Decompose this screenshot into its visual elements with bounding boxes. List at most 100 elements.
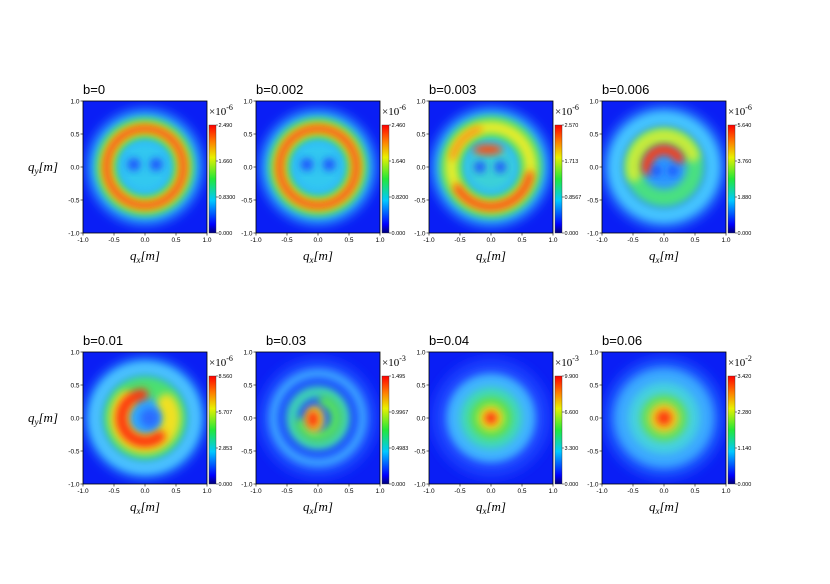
colorbar-tick-label: 1.140 (738, 446, 752, 452)
x-tick-label: -1.0 (77, 488, 89, 495)
y-tick-label: 0.5 (416, 131, 425, 138)
colorbar-tick-label: 0.000 (565, 482, 579, 488)
y-tick-label: 1.0 (243, 98, 252, 105)
x-tick-label: 0.0 (659, 488, 668, 495)
colorbar-tick-label: 2.570 (565, 123, 579, 129)
x-tick-label: -1.0 (596, 488, 608, 495)
x-tick-label: -1.0 (250, 488, 262, 495)
colorbar-tick-label: 2.460 (392, 123, 406, 129)
x-tick-label: 0.0 (140, 488, 149, 495)
panel-2: b=0.002 -1.0 -0.5 0.0 0.5 1.0 1.0 0.5 0.0 -0.5 -1.… (241, 82, 408, 265)
x-tick-label: -1.0 (77, 237, 89, 244)
colorbar-multiplier: ×10-6 (555, 103, 579, 118)
x-tick-label: 0.0 (659, 237, 668, 244)
x-axis-label: qx[m] (649, 499, 679, 516)
x-tick-label: -0.5 (454, 237, 466, 244)
colorbar-tick-label: 0.000 (392, 482, 406, 488)
x-tick-label: 1.0 (375, 237, 384, 244)
y-tick-label: 0.5 (243, 382, 252, 389)
y-tick-label: -0.5 (587, 448, 599, 455)
colorbar-tick-label: 3.760 (738, 159, 752, 165)
colorbar-tick-label: 0.8300 (219, 195, 236, 201)
y-tick-label: 1.0 (416, 98, 425, 105)
heatmap-image (604, 358, 724, 478)
y-tick-label: 1.0 (243, 349, 252, 356)
colorbar (555, 376, 562, 484)
colorbar-tick-label: 0.8567 (565, 195, 582, 201)
x-tick-label: -1.0 (250, 237, 262, 244)
colorbar-frame (727, 375, 736, 485)
x-tick-label: 0.0 (140, 237, 149, 244)
colorbar-tick-label: 6.600 (565, 410, 579, 416)
colorbar-tick-label: 1.660 (219, 159, 233, 165)
colorbar-tick-label: 8.560 (219, 374, 233, 380)
x-axis-label: qx[m] (476, 248, 506, 265)
colorbar-multiplier: ×10-6 (728, 103, 752, 118)
x-tick-label: -0.5 (108, 237, 120, 244)
x-tick-label: 0.5 (690, 488, 699, 495)
x-tick-label: 0.5 (517, 488, 526, 495)
panel-6: b=0.03 -1.0 -0.5 0.0 0.5 1.0 1.0 0.5 0.0 -0.5 -1.0… (241, 333, 408, 516)
y-tick-label: 0.0 (416, 164, 425, 171)
colorbar-tick-label: 1.713 (565, 159, 579, 165)
colorbar-frame (381, 124, 390, 234)
y-tick-label: 0.5 (70, 382, 79, 389)
heatmap-image (260, 109, 376, 225)
y-tick-label: -1.0 (241, 481, 253, 488)
y-tick-label: 0.5 (243, 131, 252, 138)
x-tick-label: -1.0 (423, 237, 435, 244)
colorbar-tick-label: 0.8200 (392, 195, 409, 201)
x-tick-label: 0.5 (171, 488, 180, 495)
x-tick-label: 1.0 (375, 488, 384, 495)
x-tick-label: -1.0 (423, 488, 435, 495)
x-tick-label: -0.5 (627, 488, 639, 495)
colorbar-tick-label: 0.4983 (392, 446, 409, 452)
colorbar-tick-label: 5.640 (738, 123, 752, 129)
y-tick-label: 0.0 (589, 415, 598, 422)
colorbar-multiplier: ×10-3 (555, 354, 579, 369)
panel-title: b=0.06 (602, 333, 642, 348)
x-tick-label: 0.0 (313, 488, 322, 495)
colorbar-tick-label: 0.9967 (392, 410, 409, 416)
x-tick-label: 0.0 (486, 237, 495, 244)
colorbar (728, 125, 735, 233)
colorbar-frame (727, 124, 736, 234)
panel-8: b=0.06 -1.0 -0.5 0.0 0.5 1.0 1.0 0.5 0.0 -0.5 -1.0… (587, 333, 752, 516)
x-tick-label: 0.5 (517, 237, 526, 244)
y-tick-label: -0.5 (241, 448, 253, 455)
colorbar (728, 376, 735, 484)
y-tick-label: -1.0 (414, 481, 426, 488)
y-tick-label: -0.5 (68, 448, 80, 455)
y-tick-label: 0.5 (70, 131, 79, 138)
colorbar-tick-label: 0.000 (565, 231, 579, 237)
heatmap-image (85, 358, 205, 478)
x-tick-label: -0.5 (108, 488, 120, 495)
colorbar-frame (554, 375, 563, 485)
panel-title: b=0.006 (602, 82, 649, 97)
colorbar-frame (208, 375, 217, 485)
x-tick-label: 0.5 (344, 488, 353, 495)
panel-title: b=0.04 (429, 333, 469, 348)
x-axis-label: qx[m] (476, 499, 506, 516)
panel-7: b=0.04 -1.0 -0.5 0.0 0.5 1.0 1.0 0.5 0.0 -0.5 -1.0… (414, 333, 579, 516)
panel-5: b=0.01 -1.0 -0.5 0.0 0.5 1.0 1.0 0.5 0.0 -0.5 -1.0… (28, 333, 233, 516)
panel-title: b=0.03 (266, 333, 306, 348)
colorbar-tick-label: 0.000 (738, 482, 752, 488)
y-tick-label: 0.5 (416, 382, 425, 389)
x-tick-label: 0.5 (690, 237, 699, 244)
colorbar (382, 376, 389, 484)
y-tick-label: 1.0 (589, 98, 598, 105)
y-tick-label: -1.0 (414, 230, 426, 237)
x-tick-label: 0.5 (344, 237, 353, 244)
colorbar-tick-label: 3.300 (565, 446, 579, 452)
heatmap-image (259, 359, 377, 477)
y-tick-label: 0.5 (589, 131, 598, 138)
colorbar-frame (554, 124, 563, 234)
y-axis-label: qy[m] (28, 410, 58, 427)
colorbar (209, 125, 216, 233)
x-tick-label: 1.0 (202, 237, 211, 244)
colorbar-frame (208, 124, 217, 234)
colorbar-frame (381, 375, 390, 485)
x-tick-label: 0.5 (171, 237, 180, 244)
y-tick-label: 0.0 (416, 415, 425, 422)
